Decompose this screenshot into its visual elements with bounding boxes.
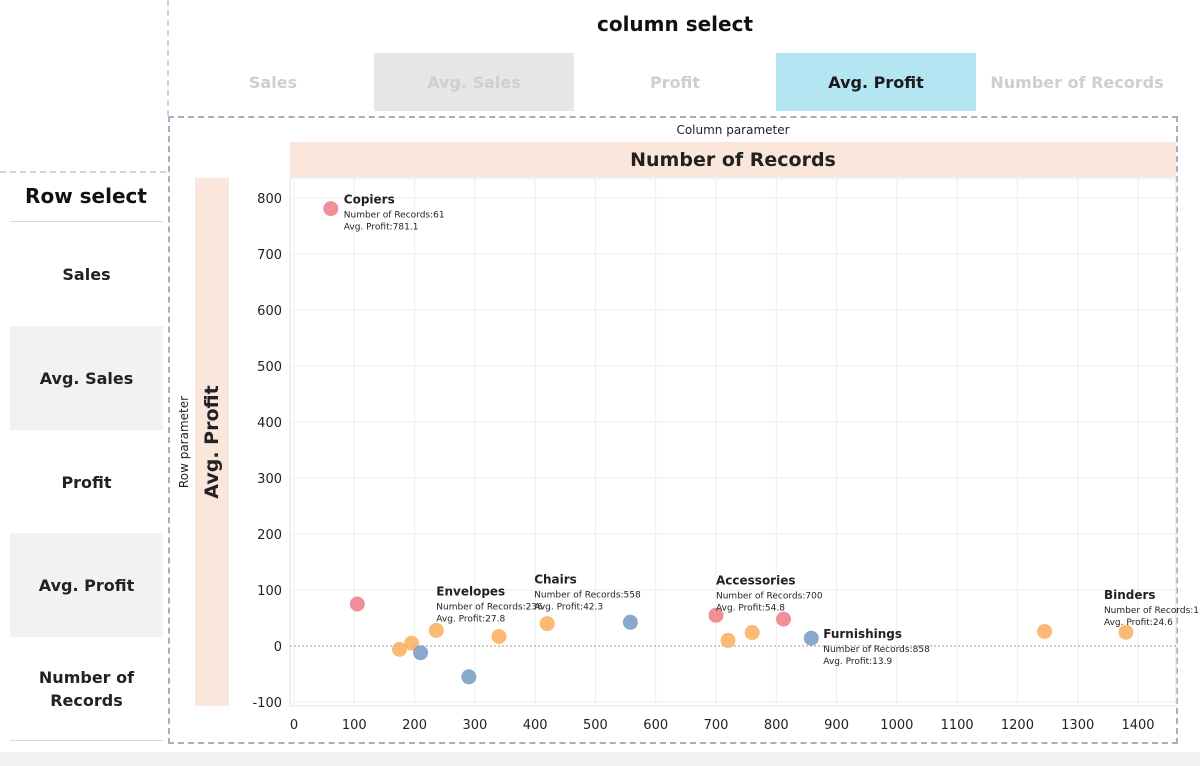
x-tick-label: 900 <box>824 718 849 733</box>
x-tick-label: 0 <box>290 718 298 733</box>
sidebar-divider <box>0 171 166 173</box>
data-label-name: Chairs <box>534 573 577 587</box>
column-option-number-of-records[interactable]: Number of Records <box>990 72 1164 92</box>
data-point <box>1037 623 1053 639</box>
data-label-detail: Avg. Profit:27.8 <box>436 614 505 624</box>
y-tick-label: 600 <box>257 304 282 319</box>
column-option-avg-profit[interactable]: Avg. Profit <box>776 53 976 111</box>
grid <box>289 177 1177 707</box>
x-tick-label: 500 <box>583 718 608 733</box>
x-tick-label: 1400 <box>1121 718 1154 733</box>
row-option-number-of-records[interactable]: Number of Records <box>38 668 135 710</box>
column-parameter-label: Column parameter <box>676 123 790 137</box>
data-label-detail: Avg. Profit:54.8 <box>716 603 785 613</box>
data-point <box>720 632 736 648</box>
axis-ticks: 0 100 200 300 400 500 600 700 800 900 1000 1100 1200… <box>252 192 1154 733</box>
bottom-strip <box>0 752 1200 766</box>
data-point <box>413 645 429 661</box>
data-point <box>744 625 760 641</box>
y-tick-label: 700 <box>257 248 282 263</box>
data-label-detail: Number of Records:558 <box>534 591 641 601</box>
row-select-title: Row select <box>25 184 147 208</box>
data-point <box>404 635 420 651</box>
y-tick-label: 800 <box>257 192 282 207</box>
x-tick-label: 700 <box>704 718 729 733</box>
data-point <box>803 630 819 646</box>
data-label-name: Binders <box>1104 588 1156 602</box>
x-tick-label: 800 <box>764 718 789 733</box>
plot-area <box>289 177 1177 707</box>
row-option-avg-sales[interactable]: Avg. Sales <box>10 326 163 430</box>
x-tick-label: 1000 <box>880 718 913 733</box>
data-label-name: Envelopes <box>436 584 505 598</box>
data-label-name: Copiers <box>344 193 395 207</box>
data-label-detail: Avg. Profit:13.9 <box>823 657 892 667</box>
data-point <box>708 607 724 623</box>
column-select-title: column select <box>596 12 754 36</box>
x-tick-label: 200 <box>402 718 427 733</box>
column-header-title: Number of Records <box>630 149 836 171</box>
data-point <box>1118 624 1134 640</box>
data-point <box>461 669 477 685</box>
y-tick-label: 0 <box>274 640 282 655</box>
x-tick-label: 1300 <box>1061 718 1094 733</box>
x-tick-label: 600 <box>643 718 668 733</box>
data-label-detail: Avg. Profit:42.3 <box>534 603 603 613</box>
column-option-avg-sales[interactable]: Avg. Sales <box>374 53 574 111</box>
data-point <box>392 641 407 657</box>
data-label-detail: Number of Records:858 <box>823 645 930 655</box>
data-points <box>323 201 1134 685</box>
data-point <box>491 628 507 644</box>
row-header-band <box>195 178 229 706</box>
row-option-sales[interactable]: Sales <box>62 264 111 284</box>
row-option-profit[interactable]: Profit <box>61 472 112 492</box>
row-list-top-border <box>10 221 163 222</box>
data-point <box>539 616 555 632</box>
column-option-sales[interactable]: Sales <box>248 72 298 92</box>
data-label-detail: Number of Records:1,380 <box>1104 606 1200 616</box>
data-point <box>428 622 444 638</box>
data-point <box>323 201 339 217</box>
y-tick-label: -100 <box>252 696 282 711</box>
y-tick-label: 100 <box>257 584 282 599</box>
data-point <box>349 596 365 612</box>
y-tick-label: 200 <box>257 528 282 543</box>
x-tick-label: 1100 <box>941 718 974 733</box>
data-label-detail: Avg. Profit:781.1 <box>344 223 419 233</box>
row-option-avg-profit[interactable]: Avg. Profit <box>10 533 163 637</box>
data-label-detail: Number of Records:700 <box>716 591 823 601</box>
x-tick-label: 100 <box>342 718 367 733</box>
row-list-bottom-border <box>10 740 163 741</box>
chart-frame <box>168 116 1178 744</box>
column-option-profit[interactable]: Profit <box>649 72 701 92</box>
data-labels: Copiers Number of Records:61 Avg. Profit:7… <box>344 193 1200 668</box>
y-tick-label: 400 <box>257 416 282 431</box>
y-tick-label: 500 <box>257 360 282 375</box>
y-tick-label: 300 <box>257 472 282 487</box>
column-header-band <box>290 142 1176 177</box>
data-label-detail: Number of Records:236 <box>436 602 543 612</box>
data-label-name: Accessories <box>716 573 796 587</box>
data-point <box>622 614 638 630</box>
x-tick-label: 1200 <box>1001 718 1034 733</box>
x-tick-label: 300 <box>462 718 487 733</box>
x-tick-label: 400 <box>523 718 548 733</box>
top-left-divider <box>167 0 169 116</box>
data-label-name: Furnishings <box>823 627 902 641</box>
data-point <box>776 611 792 627</box>
data-label-detail: Avg. Profit:24.6 <box>1104 618 1173 628</box>
data-label-detail: Number of Records:61 <box>344 211 445 221</box>
